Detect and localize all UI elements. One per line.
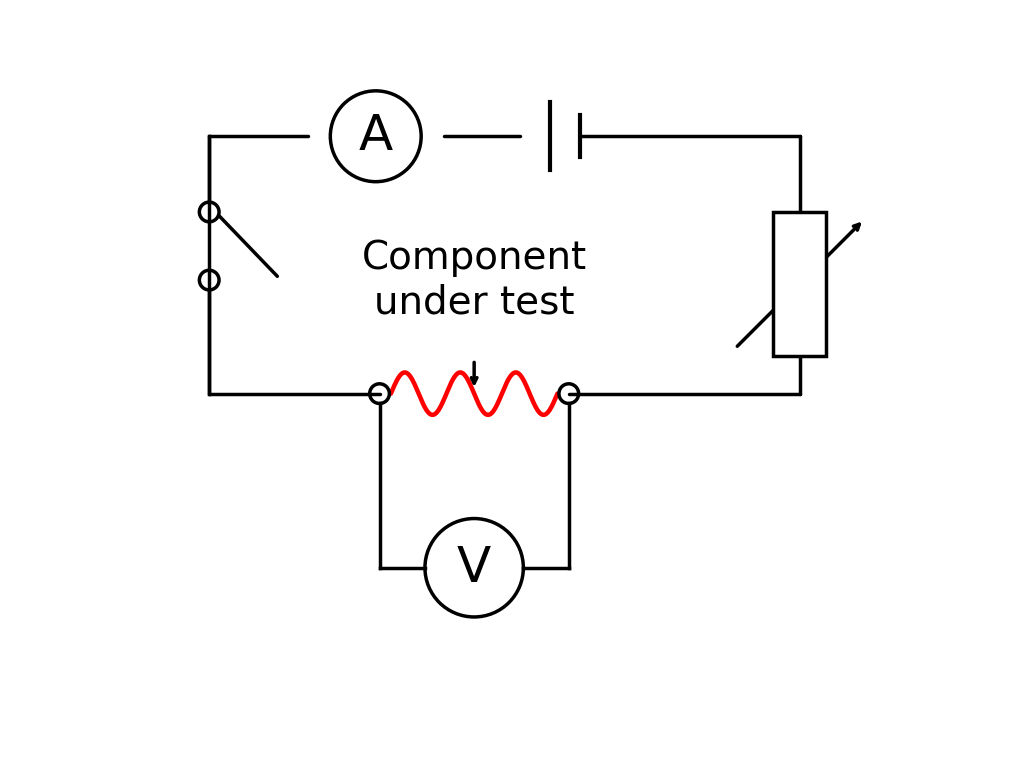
Bar: [773, 212, 826, 356]
Text: Component
under test: Component under test: [361, 239, 587, 321]
Text: A: A: [358, 112, 393, 160]
Text: V: V: [457, 544, 492, 592]
